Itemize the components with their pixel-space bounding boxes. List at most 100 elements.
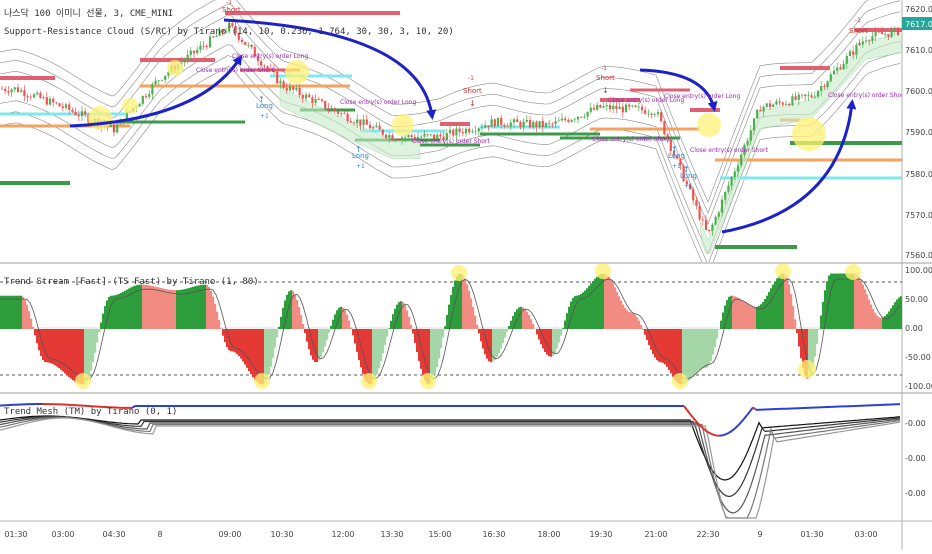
highlight-marker	[392, 114, 414, 136]
osc-bar	[550, 329, 552, 357]
time-tick: 03:00	[51, 530, 74, 539]
price-axis[interactable]: 7620.00 7610.00 7600.00 7590.00 7580.00 …	[902, 5, 932, 260]
highlight-marker	[672, 373, 688, 389]
candle-up	[471, 131, 473, 132]
candle-down	[887, 34, 889, 37]
candle-up	[20, 90, 22, 92]
candle-down	[39, 93, 41, 98]
osc-bar	[140, 285, 142, 329]
candle-down	[500, 118, 502, 125]
osc-bar	[432, 329, 434, 380]
candle-up	[475, 131, 477, 132]
candle-up	[196, 50, 198, 53]
osc-bar	[388, 328, 390, 329]
osc-bar	[686, 329, 688, 382]
candle-up	[247, 45, 249, 46]
candle-down	[593, 108, 595, 110]
osc-bar	[436, 329, 438, 367]
osc-bar	[296, 300, 298, 329]
osc-bar	[630, 312, 632, 329]
osc-bar	[44, 329, 46, 362]
osc-bar	[712, 329, 714, 355]
osc-bar	[68, 329, 70, 377]
candle-up	[654, 114, 656, 115]
osc-bar	[314, 329, 316, 362]
candle-down	[203, 46, 205, 47]
osc-bar	[218, 320, 220, 329]
osc-bar	[510, 321, 512, 329]
candle-down	[337, 111, 339, 114]
osc-bar	[378, 329, 380, 368]
osc-bar	[672, 329, 674, 377]
candle-down	[494, 119, 496, 126]
osc-bar	[886, 314, 888, 329]
osc-bar	[898, 297, 900, 329]
osc-bar	[502, 329, 504, 343]
candle-up	[209, 37, 211, 48]
osc-tick: -50.00	[905, 353, 931, 362]
osc-bar	[230, 329, 232, 351]
candle-up	[625, 105, 627, 113]
osc-bar	[18, 296, 20, 329]
osc-bar	[876, 316, 878, 329]
candle-down	[708, 230, 710, 231]
candle-up	[401, 137, 403, 140]
candle-up	[183, 60, 185, 62]
osc-bar	[300, 315, 302, 329]
osc-bar	[852, 274, 854, 329]
osc-bar	[318, 329, 320, 360]
osc-bar	[856, 275, 858, 329]
time-tick: 13:30	[380, 530, 403, 539]
candle-up	[404, 137, 406, 138]
candle-down	[251, 45, 253, 47]
osc-bar	[576, 296, 578, 329]
osc-bar	[168, 290, 170, 329]
osc-bar	[792, 306, 794, 329]
osc-bar	[280, 317, 282, 329]
osc-bar	[202, 285, 204, 329]
candle-up	[750, 130, 752, 141]
osc-bar	[204, 285, 206, 329]
mesh-axis[interactable]: -0.00 -0.00 -0.00	[905, 419, 926, 498]
time-tick: 10:30	[270, 530, 293, 539]
osc-bar	[380, 329, 382, 361]
osc-bar	[178, 290, 180, 329]
osc-bar	[326, 329, 328, 340]
candle-down	[75, 112, 77, 115]
osc-bar	[554, 329, 556, 353]
osc-bar	[610, 280, 612, 329]
candle-down	[27, 96, 29, 97]
osc-bar	[190, 287, 192, 329]
candle-up	[590, 108, 592, 112]
osc-bar	[668, 329, 670, 370]
highlight-marker	[361, 373, 377, 389]
minus-one-label: -1	[468, 75, 474, 82]
candle-down	[811, 95, 813, 97]
osc-bar	[624, 308, 626, 329]
candle-down	[327, 108, 329, 109]
osc-bar	[868, 300, 870, 329]
osc-bar	[24, 300, 26, 329]
time-tick: 22:30	[696, 530, 719, 539]
candle-up	[116, 124, 118, 132]
osc-bar	[718, 329, 720, 330]
candle-up	[455, 129, 457, 136]
candle-down	[897, 28, 899, 35]
candle-up	[279, 81, 281, 83]
osc-bar	[854, 274, 856, 329]
osc-bar	[696, 329, 698, 373]
candle-down	[788, 104, 790, 105]
osc-bar	[688, 329, 690, 381]
osc-bar	[198, 285, 200, 329]
osc-bar	[798, 329, 800, 346]
osc-bar	[496, 329, 498, 357]
long-arrow-icon: ↑	[683, 165, 690, 174]
osc-bar	[92, 329, 94, 362]
candle-up	[164, 76, 166, 80]
short-signal-label: Short	[849, 27, 868, 35]
candle-up	[846, 56, 848, 64]
osc-bar	[174, 290, 176, 329]
oscillator-axis[interactable]: 100.00 50.00 0.00 -50.00 -100.00	[905, 266, 932, 391]
